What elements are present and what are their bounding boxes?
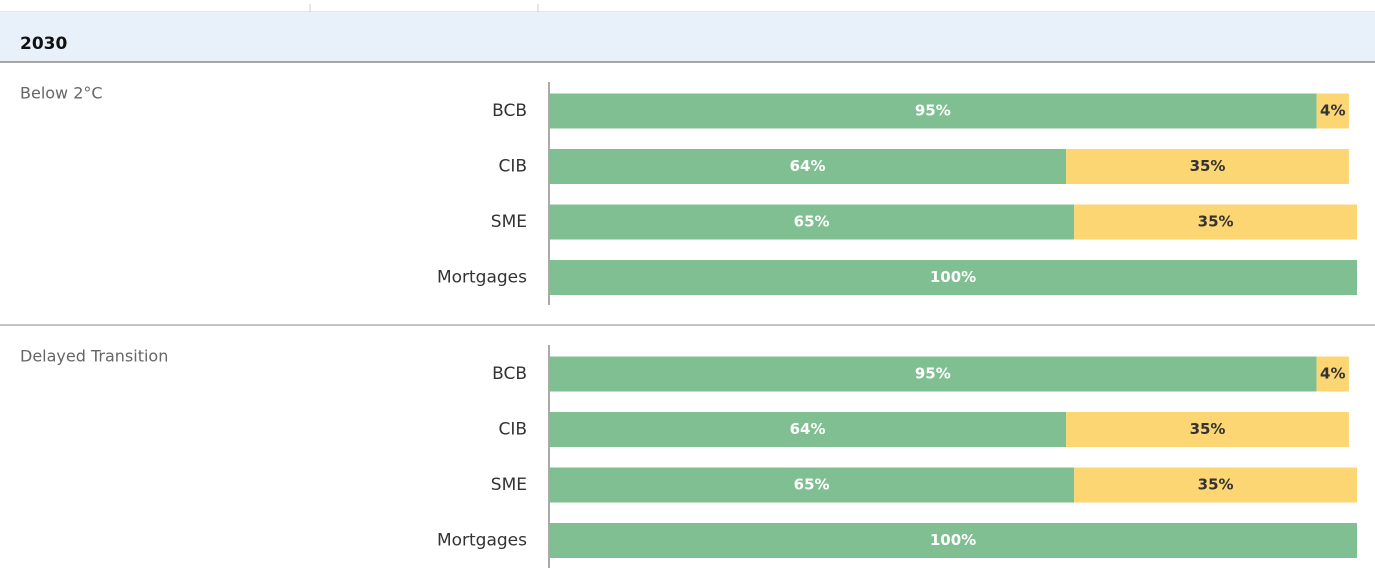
section-title: Below 2°C: [20, 84, 103, 103]
bar-segment: [1066, 412, 1349, 447]
bar-segment: [549, 356, 1317, 392]
bar-segment: [1316, 93, 1349, 129]
value-label: 100%: [930, 268, 976, 286]
category-label: BCB: [492, 364, 527, 384]
category-label: BCB: [492, 101, 527, 121]
bar-segment: [549, 260, 1357, 295]
bar-segment: [549, 149, 1067, 184]
value-label: 95%: [915, 102, 951, 120]
value-label: 35%: [1190, 420, 1226, 438]
bar-segment: [1074, 467, 1357, 503]
category-label: CIB: [498, 420, 527, 440]
value-label: 64%: [790, 420, 826, 438]
bar-segment: [1066, 149, 1349, 184]
value-label: 100%: [930, 531, 976, 549]
value-label: 4%: [1320, 102, 1345, 120]
header-band: [0, 12, 1375, 62]
value-label: 35%: [1198, 213, 1234, 231]
value-label: 4%: [1320, 365, 1345, 383]
bar-segment: [549, 412, 1067, 447]
category-label: CIB: [498, 157, 527, 177]
value-label: 65%: [794, 213, 830, 231]
value-label: 35%: [1198, 476, 1234, 494]
header-title: 2030: [20, 34, 67, 54]
value-label: 64%: [790, 157, 826, 175]
value-label: 65%: [794, 476, 830, 494]
category-label: SME: [491, 212, 527, 232]
category-label: SME: [491, 475, 527, 495]
category-label: Mortgages: [437, 531, 527, 551]
section-title: Delayed Transition: [20, 347, 168, 366]
value-label: 35%: [1190, 157, 1226, 175]
bar-segment: [549, 93, 1317, 129]
bar-segment: [1074, 204, 1357, 240]
bar-segment: [549, 523, 1357, 558]
bar-segment: [549, 204, 1075, 240]
bar-segment: [549, 467, 1075, 503]
category-label: Mortgages: [437, 268, 527, 288]
value-label: 95%: [915, 365, 951, 383]
bar-segment: [1316, 356, 1349, 392]
